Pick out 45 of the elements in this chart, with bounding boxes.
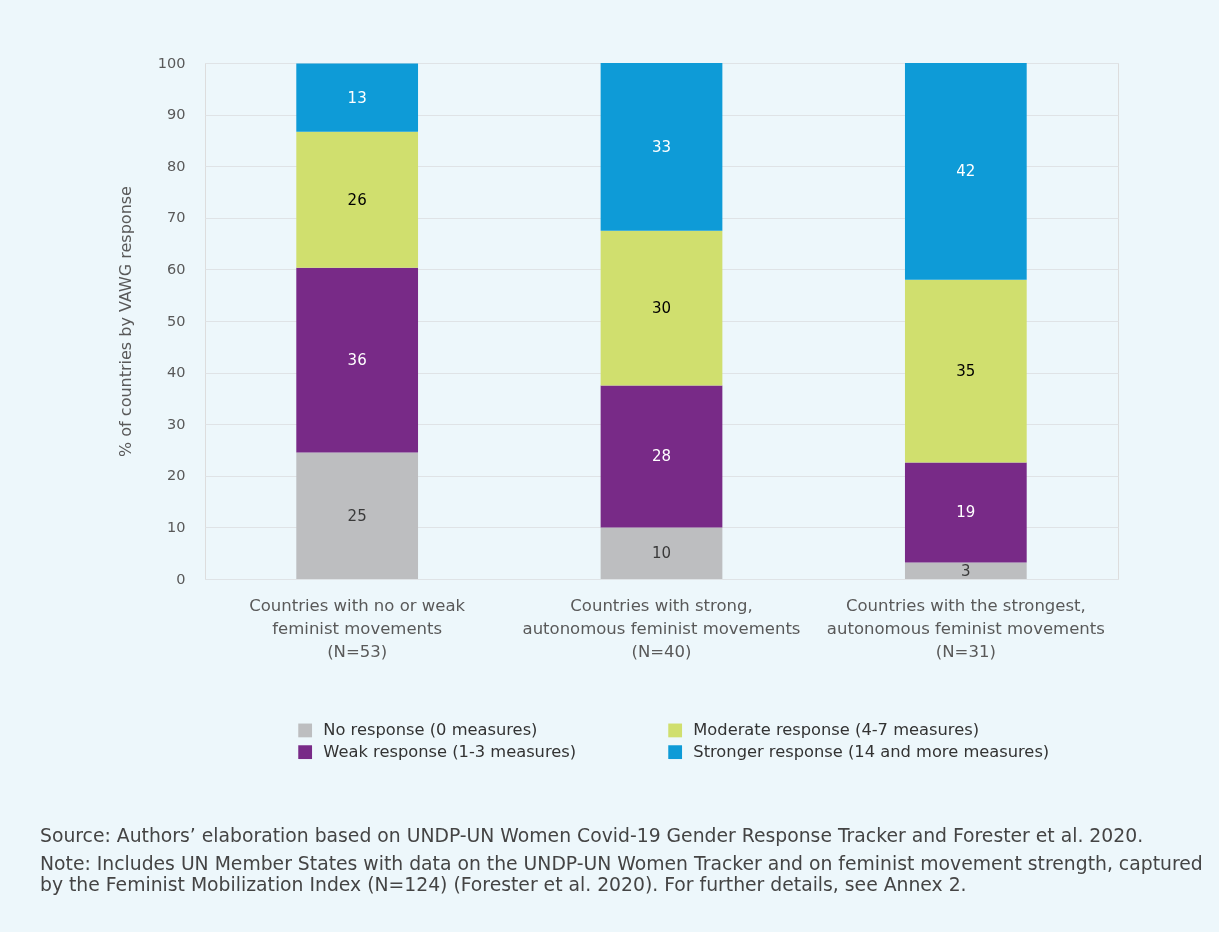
y-tick-label: 10 [167, 518, 186, 535]
bar [296, 267, 419, 453]
data-label: 35 [956, 362, 976, 381]
source-note: Source: Authors’ elaboration based on UNDP-UN Women Covid-19 Gender Response Tracker and Forester et al. 2020. [40, 825, 1144, 846]
bar [296, 452, 419, 579]
x-tick-label: Countries with the strongest, autonomous feminist movements (N=31) [826, 595, 1105, 661]
bar [600, 385, 723, 528]
y-tick-label: 90 [167, 106, 186, 123]
y-tick-label: 70 [167, 209, 186, 226]
y-tick-label: 40 [167, 364, 186, 381]
bar [600, 527, 723, 579]
y-tick-label: 20 [167, 467, 186, 484]
bar [904, 279, 1027, 463]
bar [904, 462, 1027, 563]
bar [296, 131, 419, 268]
data-label: 10 [651, 544, 672, 563]
data-label: 13 [347, 88, 367, 107]
legend-label: Stronger response (14 and more measures) [693, 742, 1050, 762]
data-label: 19 [956, 503, 976, 522]
bar [904, 63, 1027, 280]
bar [600, 230, 723, 386]
bar [904, 562, 1027, 579]
x-tick-label: Countries with strong, autonomous feminist movements (N=40) [522, 595, 801, 661]
data-label: 26 [347, 190, 367, 209]
data-label: 42 [956, 162, 976, 181]
data-label: 36 [347, 351, 367, 370]
legend-label: Moderate response (4-7 measures) [693, 720, 979, 740]
y-tick-label: 30 [167, 415, 186, 432]
data-label: 25 [347, 506, 367, 525]
legend-label: Weak response (1-3 measures) [323, 742, 577, 762]
x-tick-label: Countries with no or weak feminist movements (N=53) [249, 595, 466, 661]
data-label: 28 [651, 447, 672, 466]
y-tick-label: 60 [167, 260, 186, 277]
y-tick-label: 80 [167, 157, 186, 174]
legend-label: No response (0 measures) [323, 720, 538, 740]
bar [296, 63, 419, 132]
y-tick-label: 50 [167, 312, 186, 329]
data-label: 30 [651, 299, 672, 318]
text: Note: Includes UN Member States with data on the UNDP-UN Women Tracker and on feminist movement strength, captured by the Feminist Mobilization Index (N=124) (Forester et al. 2020). For further details, see Annex 2. [40, 853, 1203, 895]
data-label: 33 [651, 137, 672, 156]
y-axis-title: % of countries by VAWG response [115, 186, 135, 457]
y-tick-label: 0 [176, 570, 186, 587]
y-tick-label: 100 [157, 54, 186, 71]
data-label: 3 [961, 561, 971, 580]
bar [600, 63, 723, 231]
